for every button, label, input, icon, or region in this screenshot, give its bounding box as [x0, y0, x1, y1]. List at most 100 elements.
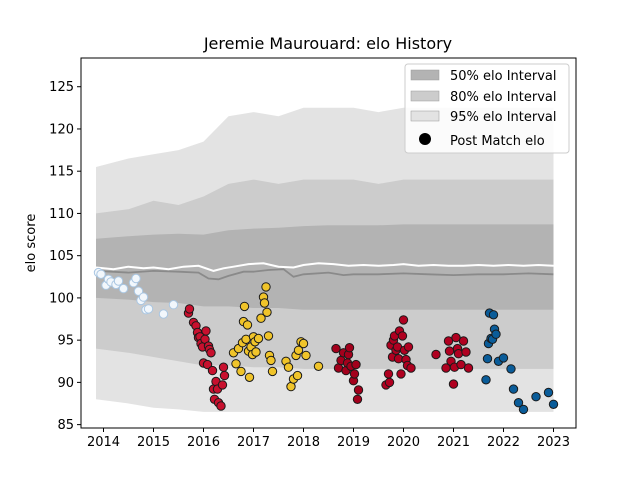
match-point — [298, 338, 309, 349]
plot-area — [80, 57, 577, 429]
match-point — [262, 307, 272, 317]
x-tick-label: 2022 — [487, 435, 520, 450]
match-point — [508, 384, 519, 394]
match-point — [283, 362, 294, 372]
y-tick-label: 100 — [49, 291, 74, 306]
match-point — [202, 359, 213, 370]
match-point — [431, 349, 441, 360]
match-point — [383, 369, 394, 379]
y-tick-label: 105 — [49, 249, 74, 264]
match-point — [143, 304, 154, 314]
match-point — [397, 331, 408, 341]
match-point — [239, 301, 250, 312]
match-point — [448, 379, 459, 389]
band-50 — [96, 224, 554, 310]
chart-title: Jeremie Maurouard: elo History — [203, 34, 452, 53]
legend-swatch-95 — [410, 110, 440, 122]
match-point — [256, 313, 266, 323]
match-point — [133, 286, 144, 296]
match-point — [218, 362, 229, 372]
y-tick-label: 95 — [57, 334, 74, 349]
match-point — [158, 309, 169, 319]
match-point — [118, 283, 129, 294]
match-point — [242, 320, 253, 330]
match-point — [253, 333, 264, 344]
x-tick-label: 2019 — [337, 435, 370, 450]
x-tick-label: 2016 — [187, 435, 220, 450]
x-tick-label: 2017 — [237, 435, 270, 450]
match-point — [406, 363, 416, 373]
legend-label-50: 50% elo Interval — [450, 69, 557, 84]
legend-marker-post-match — [419, 133, 431, 145]
x-axis: 2014 2015 2016 2017 2018 2019 2020 2021 2022 2023 — [87, 428, 570, 450]
legend-label-95: 95% elo Interval — [450, 110, 557, 125]
match-point — [244, 372, 255, 382]
match-point — [201, 326, 211, 336]
match-point — [261, 282, 271, 292]
match-point — [301, 350, 311, 361]
match-point — [456, 359, 466, 370]
match-point — [444, 346, 455, 356]
match-point — [344, 343, 355, 353]
x-tick-label: 2015 — [137, 435, 170, 450]
plot-frame — [80, 57, 577, 429]
match-point — [481, 375, 491, 385]
y-tick-label: 115 — [49, 165, 74, 180]
match-point — [219, 370, 230, 381]
mean-line — [95, 262, 554, 272]
y-axis: 85 90 95 100 105 110 115 120 125 — [49, 80, 81, 433]
legend-label-post-match: Post Match elo — [450, 134, 545, 149]
match-point — [236, 366, 246, 377]
match-point — [458, 336, 469, 346]
x-tick-label: 2018 — [287, 435, 320, 450]
match-point — [513, 398, 524, 408]
match-point — [351, 359, 361, 370]
match-point — [453, 349, 464, 359]
interval-bands — [96, 107, 554, 412]
y-axis-label: elo score — [24, 214, 39, 273]
match-point — [443, 336, 454, 346]
match-point — [331, 343, 341, 354]
match-point — [313, 361, 324, 371]
y-tick-label: 110 — [49, 207, 74, 222]
match-point — [463, 363, 474, 373]
match-point — [216, 401, 226, 411]
median-line — [95, 268, 554, 281]
x-tick-label: 2023 — [537, 435, 570, 450]
match-point — [292, 370, 303, 381]
y-tick-label: 125 — [49, 80, 74, 95]
y-tick-label: 90 — [57, 376, 74, 391]
y-tick-label: 85 — [57, 418, 74, 433]
match-point — [531, 392, 541, 402]
match-point — [267, 366, 278, 377]
x-tick-label: 2021 — [437, 435, 470, 450]
match-point — [482, 354, 493, 364]
match-point — [461, 347, 471, 357]
match-point — [384, 377, 395, 388]
legend: 50% elo Interval 80% elo Interval 95% el… — [404, 63, 570, 154]
x-tick-label: 2020 — [387, 435, 420, 450]
match-point — [259, 298, 270, 308]
match-point — [293, 345, 304, 355]
match-point — [349, 369, 360, 379]
match-point — [131, 273, 141, 284]
match-point — [352, 394, 363, 404]
match-point — [113, 276, 124, 286]
match-point — [266, 355, 276, 366]
match-point — [488, 310, 499, 320]
match-point — [263, 331, 274, 341]
match-point — [403, 342, 414, 352]
y-tick-label: 120 — [49, 122, 74, 137]
legend-swatch-50 — [410, 69, 440, 81]
match-point — [396, 369, 406, 379]
match-point — [498, 353, 509, 363]
legend-swatch-80 — [410, 90, 440, 102]
match-point — [207, 365, 218, 376]
match-point — [518, 404, 529, 415]
x-tick-label: 2014 — [87, 435, 120, 450]
match-point — [251, 347, 261, 357]
match-point — [231, 359, 241, 369]
match-point — [138, 292, 149, 302]
match-point — [353, 385, 364, 395]
